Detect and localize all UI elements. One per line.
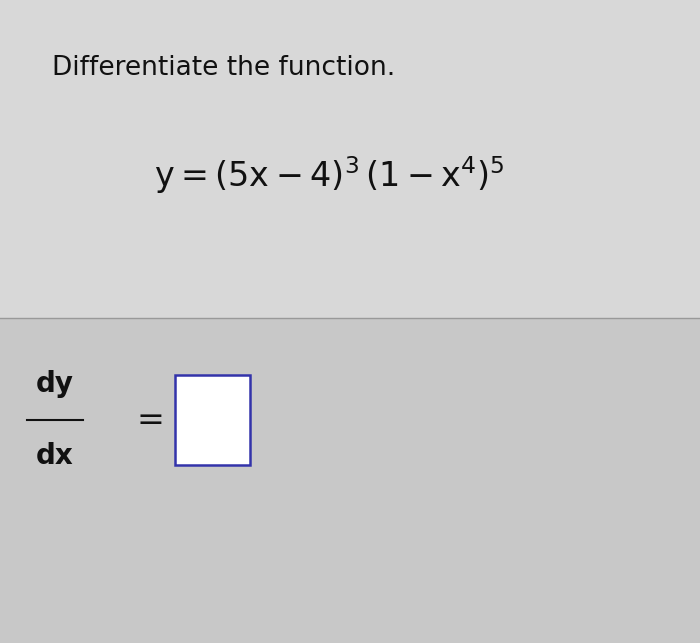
Text: $\mathregular{y = (5x-4)^3\,(1-x^4)^5}$: $\mathregular{y = (5x-4)^3\,(1-x^4)^5}$ [153,154,505,196]
Text: Differentiate the function.: Differentiate the function. [52,55,395,81]
Text: dx: dx [36,442,74,470]
Bar [0,0,700,318]
Bar [0,318,700,643]
Text: =: = [136,404,164,437]
Bar [175,375,250,465]
Text: dy: dy [36,370,74,398]
